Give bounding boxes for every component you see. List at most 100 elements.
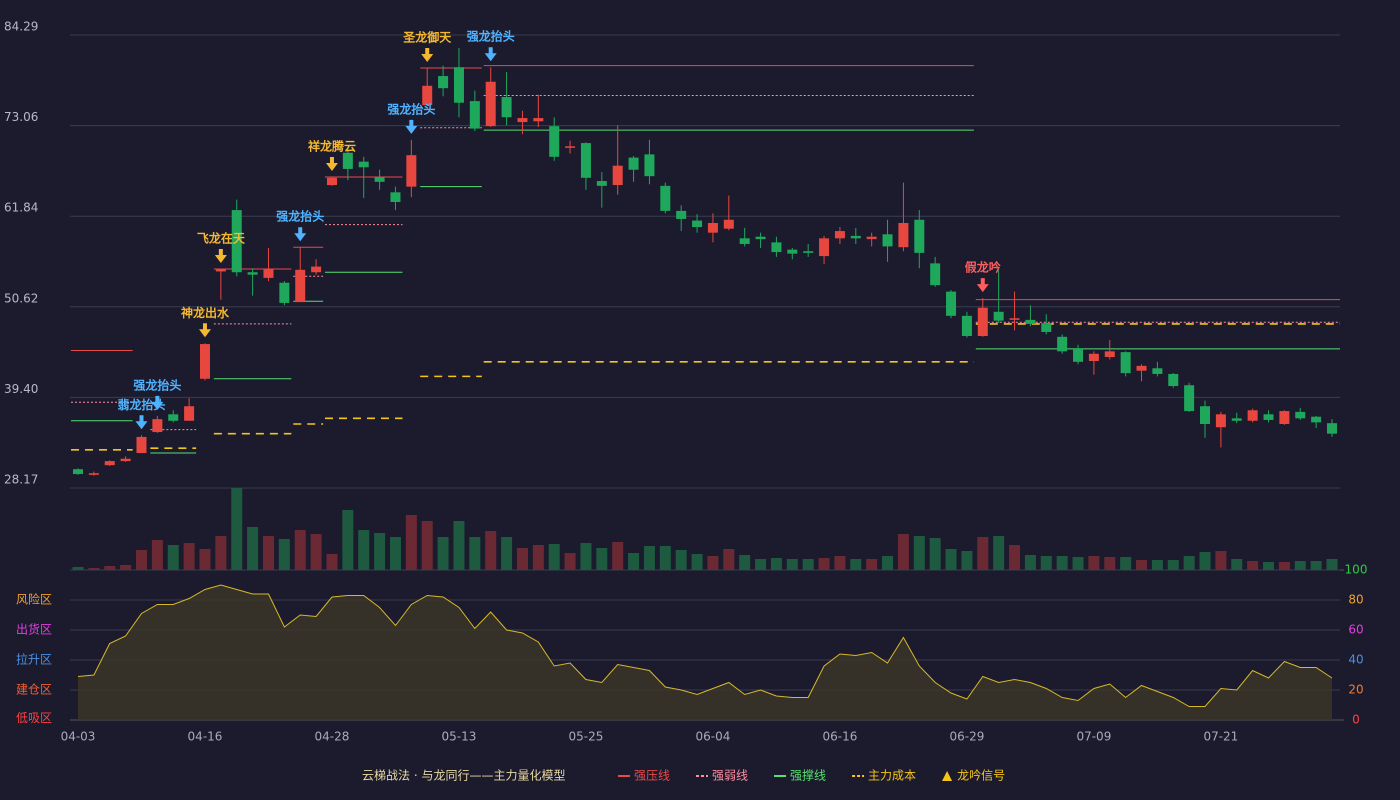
volume-bar [1199,552,1211,570]
candle-body [755,236,766,240]
candle-body [390,192,401,203]
volume-bar [120,565,132,570]
candle-body [406,155,417,187]
candle-body [771,242,782,253]
volume-bar [1040,556,1052,570]
candle-body [787,249,798,254]
volume-bar [104,566,116,570]
candle-body [692,220,703,228]
osc-tick-label: 20 [1348,683,1363,697]
candle-body [342,152,353,169]
x-tick-label: 06-04 [695,730,730,744]
candle-body [88,473,99,475]
candle-body [1088,353,1099,362]
osc-tick-label: 0 [1352,713,1360,727]
signal-arrow [135,415,148,430]
signal-label: 强龙抬头 [133,377,181,392]
candle-body [199,344,210,379]
osc-tick-label: 60 [1348,623,1363,637]
x-tick-label: 06-29 [949,730,984,744]
candle-body [596,181,607,186]
candle-body [485,81,496,127]
volume-bar [659,546,671,570]
volume-bar [628,553,640,570]
volume-bar [1151,560,1163,570]
osc-area [78,585,1332,720]
volume-bar [977,537,989,570]
candle-body [914,219,925,253]
candle-body [469,101,480,129]
candle-body [358,161,369,168]
candle-body [1136,365,1147,371]
candle-body [739,238,750,244]
y-tick-label: 28.17 [4,473,38,487]
volume-bar [135,550,147,570]
candle-body [1279,411,1290,424]
candle-body [707,222,718,233]
signal-label: 强龙抬头 [387,101,435,116]
osc-line [77,584,1333,707]
candle-body [612,165,623,186]
candle-body [1327,423,1337,434]
volume-bar [437,537,449,570]
osc-tick-label: 80 [1348,593,1363,607]
volume-bar [342,510,354,570]
volume-bar [913,536,925,570]
candle-body [819,238,830,257]
x-tick-label: 06-16 [822,730,857,744]
candle-body [993,311,1004,321]
candle-body [1073,348,1084,362]
volume-bar [151,540,163,570]
volume-bar [897,534,909,570]
candle-body [501,97,512,118]
volume-bar [1072,557,1084,570]
x-tick-label: 04-28 [315,730,350,744]
volume-bar [278,539,290,570]
volume-bar [596,548,608,570]
volume-bar [1136,560,1148,570]
signal-label: 神龙出水 [181,305,230,320]
volume-bar [770,558,782,570]
x-tick-label: 07-09 [1076,730,1111,744]
volume-bar [1263,562,1275,570]
candle-body [184,406,195,421]
volume-bar [866,559,878,570]
signal-arrow [325,156,338,171]
legend-label: 主力成本 [868,769,916,783]
volume-bar [421,521,433,570]
y-tick-label: 61.84 [4,201,38,215]
candle-body [565,146,576,148]
signal-arrow [151,395,164,410]
signal-label: 飞龙在天 [197,231,246,246]
candle-body [374,176,385,182]
candle-body [930,263,941,286]
candle-body [326,177,337,186]
candle-body [676,210,687,219]
volume-bar [453,521,465,570]
candle-body [549,126,560,157]
candle-body [422,85,433,106]
candle-body [136,436,147,454]
volume-bar [516,548,528,570]
signal-label: 假龙吟 [965,260,1001,275]
candle-body [1247,410,1258,421]
zone-label: 拉升区 [16,652,52,667]
volume-bar [1310,561,1322,570]
candle-body [263,269,274,278]
volume-bar [1104,557,1116,570]
candle-body [438,76,449,89]
candle-body [961,315,972,337]
signal-arrow [976,278,989,293]
candle-body [628,157,639,170]
x-tick-label: 05-13 [442,730,477,744]
volume-bar [485,531,497,570]
candle-body [311,266,322,273]
volume-bar [818,558,830,570]
volume-bar [675,550,687,570]
candle-body [152,419,163,433]
candle-body [279,282,290,303]
volume-bar [1247,561,1259,570]
candle-body [803,251,814,253]
volume-bar [834,556,846,570]
